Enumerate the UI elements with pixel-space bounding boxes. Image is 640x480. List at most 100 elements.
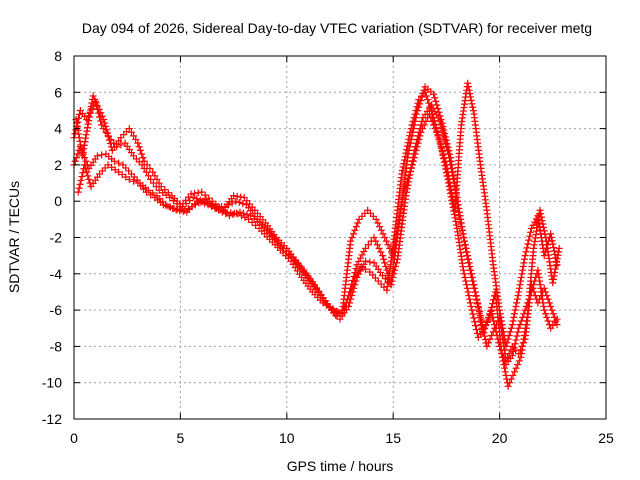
- data-point-marker: [82, 157, 90, 165]
- data-point-marker: [105, 136, 113, 144]
- data-points: [70, 79, 563, 390]
- data-point-marker: [466, 90, 474, 98]
- data-point-marker: [71, 157, 79, 165]
- data-point-marker: [545, 321, 553, 329]
- data-point-marker: [482, 322, 490, 330]
- data-point: [549, 279, 557, 287]
- data-point: [115, 168, 123, 176]
- data-point: [508, 342, 516, 350]
- data-point: [159, 201, 167, 209]
- data-point: [464, 79, 472, 87]
- data-point-marker: [75, 110, 83, 118]
- data-point: [353, 261, 361, 269]
- data-point-marker: [541, 230, 549, 238]
- data-point-marker: [540, 223, 548, 231]
- data-point-marker: [443, 140, 451, 148]
- data-point-marker: [146, 165, 154, 173]
- data-point-marker: [362, 265, 370, 273]
- data-point-marker: [452, 217, 460, 225]
- data-point-marker: [424, 96, 432, 104]
- data-point-marker: [475, 310, 483, 318]
- data-point: [149, 168, 157, 176]
- data-point-marker: [470, 314, 478, 322]
- data-point-marker: [416, 100, 424, 108]
- data-point-marker: [82, 131, 90, 139]
- data-point: [536, 206, 544, 214]
- data-point-marker: [503, 339, 511, 347]
- data-point-marker: [543, 313, 551, 321]
- data-point: [230, 192, 238, 200]
- data-point-marker: [409, 128, 417, 136]
- y-tick-label: 2: [54, 157, 62, 173]
- data-point-marker: [348, 234, 356, 241]
- data-point-marker: [553, 255, 561, 263]
- data-point-marker: [488, 304, 496, 312]
- y-tick-label: 6: [54, 84, 62, 100]
- data-point: [74, 188, 82, 196]
- data-point-marker: [509, 371, 517, 379]
- data-point-marker: [75, 134, 83, 142]
- data-point-marker: [510, 313, 518, 321]
- data-point-marker: [550, 244, 558, 252]
- data-point-marker: [416, 132, 424, 140]
- data-point: [221, 203, 229, 211]
- data-point-marker: [467, 96, 475, 104]
- data-point-marker: [83, 127, 91, 135]
- data-point-marker: [542, 310, 550, 318]
- data-point-marker: [83, 168, 91, 176]
- data-point-marker: [408, 132, 416, 140]
- data-point: [81, 161, 89, 169]
- data-point: [485, 315, 493, 323]
- data-point-marker: [207, 201, 215, 209]
- data-point-marker: [469, 107, 477, 115]
- data-point-marker: [446, 182, 454, 190]
- data-point-marker: [105, 133, 113, 141]
- data-point-marker: [203, 199, 211, 207]
- data-point-marker: [84, 124, 92, 132]
- data-point-marker: [76, 180, 84, 188]
- data-point-marker: [230, 209, 238, 217]
- data-point-marker: [440, 154, 448, 162]
- data-point-marker: [406, 139, 414, 147]
- x-axis-label: GPS time / hours: [287, 458, 394, 474]
- data-point: [434, 132, 442, 140]
- data-point: [404, 150, 412, 158]
- x-tick-label: 20: [492, 430, 508, 446]
- data-point-marker: [177, 206, 185, 214]
- data-point: [244, 215, 252, 223]
- data-point: [191, 201, 199, 209]
- data-point-marker: [349, 276, 357, 284]
- data-point-marker: [442, 133, 450, 141]
- data-point-marker: [398, 166, 406, 174]
- data-point-marker: [544, 295, 552, 303]
- data-point-marker: [104, 129, 112, 137]
- data-point-marker: [85, 113, 93, 121]
- data-point-marker: [111, 166, 119, 174]
- data-point-marker: [550, 272, 558, 280]
- data-point-marker: [500, 361, 508, 369]
- data-point-marker: [555, 248, 563, 256]
- data-point-marker: [377, 248, 385, 256]
- data-point: [398, 170, 406, 178]
- data-point-marker: [506, 328, 514, 336]
- data-point-marker: [98, 112, 106, 120]
- data-point-marker: [456, 215, 464, 223]
- y-axis-label: SDTVAR / TECUs: [6, 181, 22, 293]
- data-point-marker: [237, 212, 245, 220]
- data-point-marker: [350, 273, 358, 281]
- data-point-marker: [360, 248, 368, 256]
- data-point-marker: [407, 135, 415, 143]
- data-point-marker: [358, 251, 366, 259]
- data-point-marker: [147, 191, 155, 199]
- data-point-marker: [92, 99, 100, 107]
- data-point-marker: [514, 292, 522, 300]
- data-point-marker: [130, 177, 138, 185]
- data-point-marker: [418, 93, 426, 101]
- data-point-marker: [469, 277, 477, 285]
- data-point-marker: [346, 299, 354, 307]
- data-point-marker: [410, 154, 418, 162]
- data-point-marker: [486, 335, 494, 343]
- data-point-marker: [355, 270, 363, 278]
- data-point-marker: [375, 244, 383, 252]
